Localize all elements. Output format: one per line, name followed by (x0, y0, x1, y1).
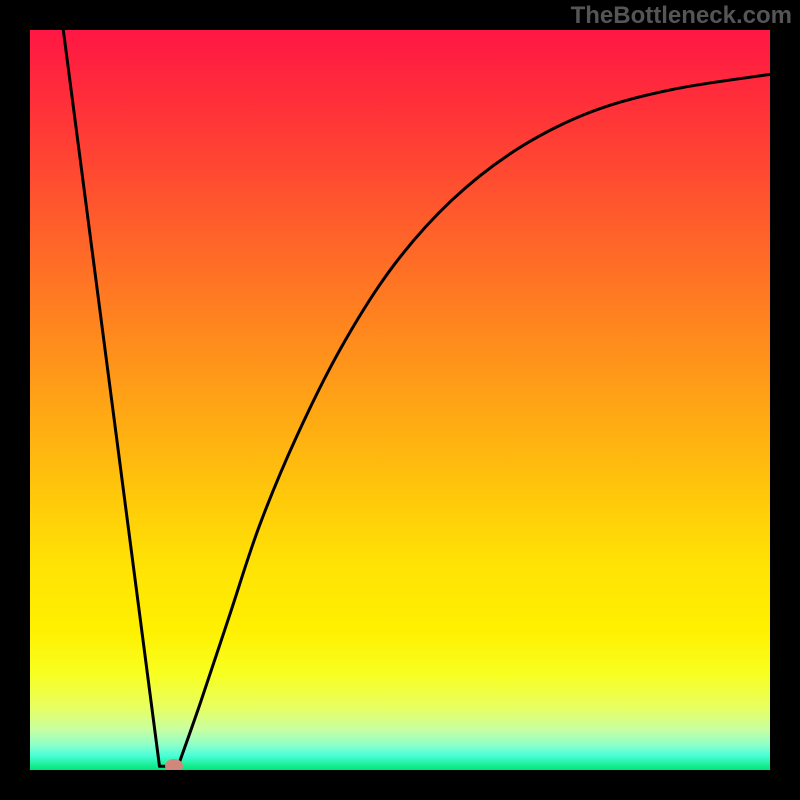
bottleneck-curve (30, 30, 770, 770)
optimum-marker (165, 759, 183, 770)
plot-area (30, 30, 770, 770)
watermark-text: TheBottleneck.com (571, 2, 792, 30)
figure-root: TheBottleneck.com (0, 0, 800, 800)
